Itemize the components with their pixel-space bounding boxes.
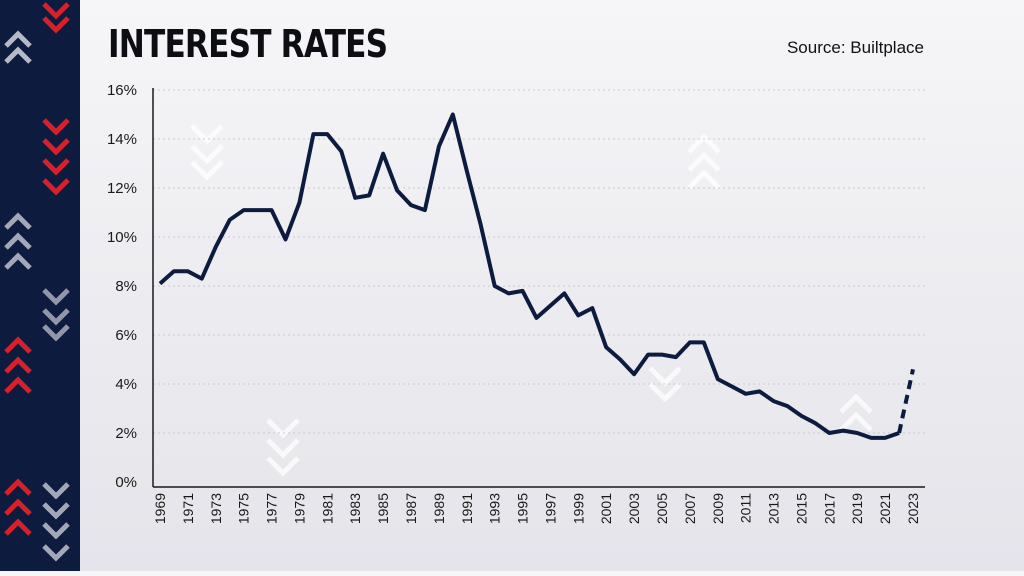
x-tick-label: 2023 [905, 493, 921, 524]
axes [153, 88, 925, 487]
x-tick-label: 2003 [626, 493, 642, 524]
x-tick-label: 1997 [542, 493, 558, 524]
y-tick-label: 14% [107, 131, 137, 148]
watermark-chevrons [192, 126, 871, 473]
forecast-series-line [899, 369, 913, 433]
x-tick-label: 1995 [515, 493, 531, 524]
x-tick-label: 2015 [793, 493, 809, 524]
y-tick-label: 16% [107, 82, 137, 99]
x-tick-label: 1977 [264, 493, 280, 524]
x-tick-label: 2017 [821, 493, 837, 524]
x-tick-label: 1985 [375, 493, 391, 524]
x-tick-label: 2001 [598, 493, 614, 524]
x-tick-label: 1987 [403, 493, 419, 524]
x-tick-label: 2005 [654, 493, 670, 524]
y-tick-label: 2% [115, 425, 137, 442]
x-tick-label: 1975 [236, 493, 252, 524]
x-tick-label: 2021 [877, 493, 893, 524]
x-tick-label: 2013 [766, 493, 782, 524]
historic-series-line [160, 115, 899, 438]
gridlines [153, 90, 925, 433]
x-tick-label: 2011 [738, 493, 754, 523]
x-tick-label: 1973 [208, 493, 224, 524]
x-tick-label: 1999 [570, 493, 586, 524]
x-tick-label: 1991 [459, 493, 475, 524]
x-tick-label: 1983 [347, 493, 363, 524]
y-tick-label: 8% [115, 278, 137, 295]
x-tick-label: 2009 [710, 493, 726, 524]
y-tick-label: 4% [115, 376, 137, 393]
y-tick-label: 10% [107, 229, 137, 246]
x-tick-label: 1993 [487, 493, 503, 524]
y-tick-label: 0% [115, 474, 137, 491]
x-tick-label: 2007 [682, 493, 698, 524]
x-tick-label: 1971 [180, 493, 196, 524]
x-tick-label: 1969 [152, 493, 168, 524]
y-tick-label: 6% [115, 327, 137, 344]
series-lines [160, 114, 913, 438]
x-tick-label: 1979 [291, 493, 307, 524]
y-tick-label: 12% [107, 180, 137, 197]
y-axis-ticks: 0% 2% 4% 6% 8% 10% 12% 14% 16% [107, 82, 137, 491]
x-axis-ticks: 1969 1971 1973 1975 1977 1979 1981 1983 1985 1987… [152, 493, 921, 524]
x-tick-label: 1989 [431, 493, 447, 524]
x-tick-label: 1981 [319, 493, 335, 524]
x-tick-label: 2019 [849, 493, 865, 524]
